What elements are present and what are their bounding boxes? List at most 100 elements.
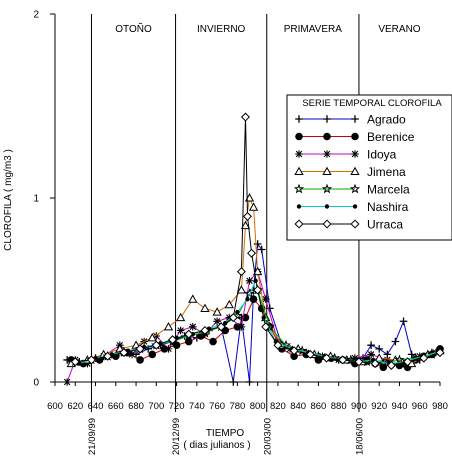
data-point [322,353,332,363]
legend-entry-label: Jimena [367,165,406,179]
data-point [324,204,330,209]
y-tick-label: 2 [33,10,39,21]
data-point [295,132,303,141]
legend-entry-label: Marcela [367,183,410,197]
legend-title: SERIE TEMPORAL CLOROFILA [302,98,442,109]
data-point [345,354,356,365]
x-tick-label: 960 [412,401,428,412]
data-point [70,357,80,367]
x-tick-label: 860 [310,401,326,412]
data-point [152,332,161,340]
data-point [248,202,259,211]
data-point [383,356,392,364]
data-point [351,132,359,141]
data-point [245,297,250,302]
data-point [236,267,246,277]
data-point [351,354,359,362]
x-tick-label: 760 [209,401,225,412]
date-marker-label: 18/06/00 [354,418,365,455]
data-point [163,321,174,331]
data-point [151,340,161,350]
x-tick-label: 740 [189,401,205,412]
data-point [168,335,178,345]
data-point [245,277,254,285]
data-point [321,183,333,194]
data-point [184,337,193,346]
x-tick-label: 640 [88,401,104,412]
data-point [235,309,240,315]
x-axis-sublabel: ( dias julianos ) [183,440,250,451]
data-point [295,115,303,123]
x-tick-label: 680 [128,401,144,412]
data-point [350,219,360,229]
data-point [83,359,92,368]
data-point [164,345,173,353]
data-point [209,337,217,346]
data-point [294,166,304,176]
data-point [242,211,253,221]
data-point [257,245,266,254]
x-tick-label: 620 [67,401,83,412]
legend-entry-label: Idoya [367,148,397,162]
x-tick-label: 800 [250,401,266,412]
series-group [63,240,444,386]
data-point [200,325,210,335]
data-point [391,337,400,346]
y-tick-label: 0 [33,378,39,389]
data-point [349,183,361,194]
data-point [135,344,145,354]
date-marker-label: 21/09/99 [87,418,98,455]
data-point [367,341,375,349]
data-point [293,183,305,194]
data-point [323,150,331,158]
x-tick-label: 820 [270,401,286,412]
series-group [70,112,445,370]
data-point [273,340,283,350]
data-point [252,266,263,276]
data-point [253,240,262,248]
season-label: VERANO [378,24,420,35]
legend-entry-label: Agrado [367,113,406,127]
y-axis-label: CLOROFILA ( mg/m3 ) [3,149,14,251]
data-point [323,132,331,141]
x-tick-label: 720 [169,401,185,412]
x-tick-label: 980 [432,401,448,412]
legend-entry-label: Nashira [367,200,409,214]
data-point [128,350,136,359]
data-point [290,352,298,361]
data-point [237,323,246,331]
data-point [212,307,222,316]
data-point [240,220,251,230]
data-point [200,303,210,312]
data-point [216,322,226,332]
data-point [296,204,302,209]
data-point [435,348,445,358]
data-point [295,150,303,158]
data-point [322,219,332,229]
data-point [240,112,250,122]
data-point [329,352,340,363]
date-marker-label: 20/03/00 [262,418,273,455]
x-tick-label: 780 [229,401,245,412]
data-point [352,204,358,209]
data-point [289,346,299,356]
data-point [261,322,271,332]
season-label: INVIERNO [197,24,246,35]
x-tick-label: 920 [371,401,387,412]
data-point [261,295,270,303]
data-point [351,150,359,158]
data-point [148,350,157,359]
data-point [399,317,408,326]
data-point [322,166,332,176]
data-point [294,219,304,229]
data-point [224,299,234,309]
data-point [338,355,348,365]
data-point [367,350,375,359]
data-point [399,359,408,368]
data-point [253,285,263,295]
x-tick-label: 880 [331,401,347,412]
x-tick-label: 600 [47,401,63,412]
data-point [247,248,257,258]
